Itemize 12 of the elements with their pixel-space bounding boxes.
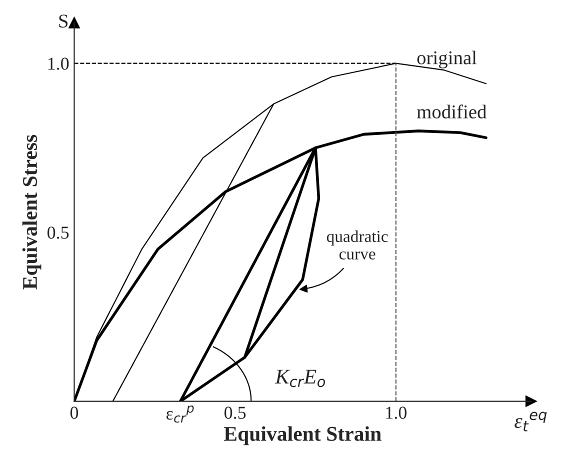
annotation: quadratic curve	[326, 230, 388, 260]
x-axis-title: Equivalent Strain	[224, 426, 382, 446]
x-tick-label: 0	[70, 406, 78, 419]
series-label: modified	[416, 104, 487, 118]
annotation: K$_{cr}$E$_{o}$	[274, 370, 326, 388]
series-label: original	[417, 50, 477, 68]
text: ε$_{t}$$^{eq}$	[514, 412, 547, 432]
x-tick-label: 1.0	[386, 406, 407, 419]
y-axis-title: Equivalent Stress	[22, 134, 42, 290]
x-tick-label: ε$_{cr}$$^{p}$	[166, 406, 194, 423]
x-tick-label: 0.5	[224, 406, 246, 419]
text: S	[59, 14, 68, 28]
